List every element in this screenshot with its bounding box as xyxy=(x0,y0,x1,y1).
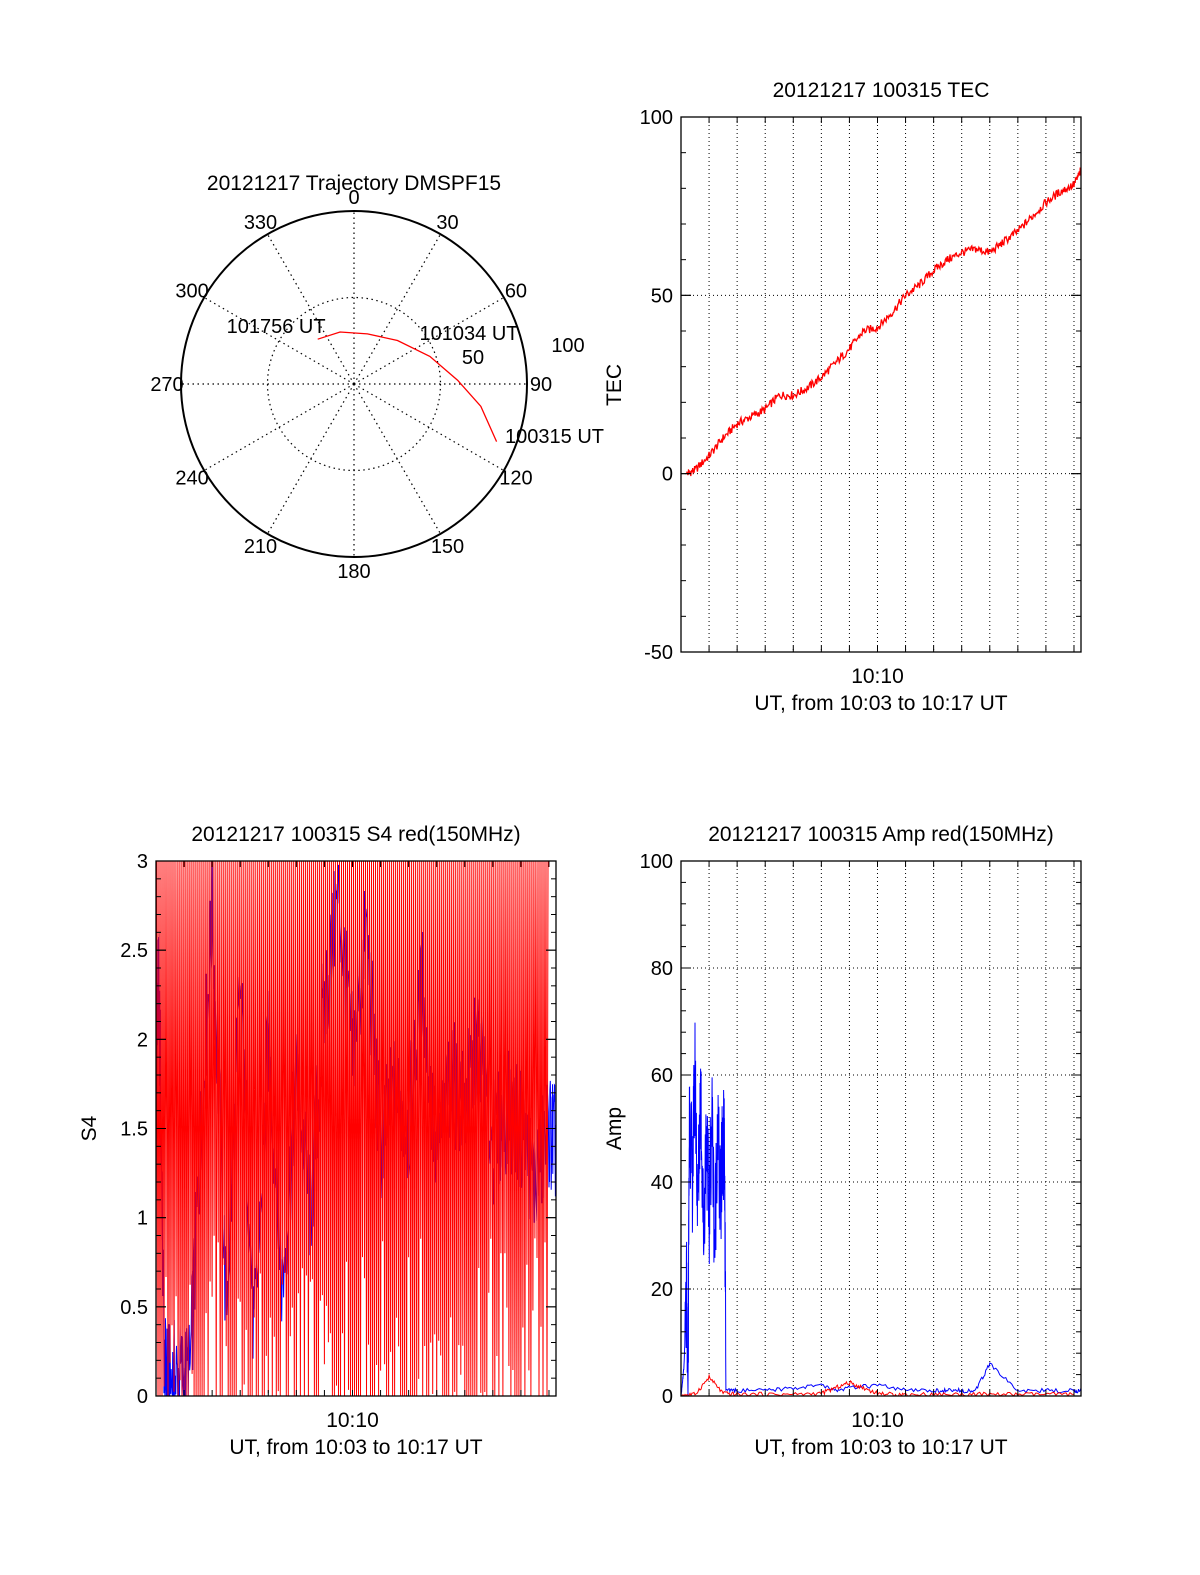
polar-angle-label: 180 xyxy=(337,561,370,583)
y-tick-label: 20 xyxy=(651,1279,673,1301)
x-tick-label: 10:10 xyxy=(326,1409,379,1432)
y-axis-label: S4 xyxy=(78,1115,101,1141)
polar-spoke xyxy=(266,383,355,535)
series-line-1 xyxy=(156,861,549,1396)
plot-frame xyxy=(680,116,1082,653)
polar-radial-label: 100 xyxy=(551,335,584,357)
polar-angle-label: 60 xyxy=(505,281,527,303)
polar-spoke xyxy=(203,383,355,472)
polar-outer-ring xyxy=(180,210,528,558)
polar-angle-label: 300 xyxy=(175,281,208,303)
chart-title: 20121217 100315 S4 red(150MHz) xyxy=(191,823,520,846)
chart-2: 0 0.5 1 1.5 2 2.5 3 10:10 20121217 100315 S4 red… xyxy=(78,823,557,1459)
x-axis-label: UT, from 10:03 to 10:17 UT xyxy=(754,692,1007,715)
chart-3: 0 20 40 60 80 100 10:10 20121217 100315 Amp red… xyxy=(603,823,1082,1459)
polar-angle-label: 270 xyxy=(150,374,183,396)
y-tick-label: 0 xyxy=(137,1386,148,1408)
polar-spoke xyxy=(353,233,442,385)
polar-spoke xyxy=(203,296,355,385)
polar-spoke xyxy=(266,233,355,385)
y-axis-label: Amp xyxy=(603,1107,626,1150)
polar-angle-label: 240 xyxy=(175,468,208,490)
y-tick-label: 2 xyxy=(137,1029,148,1051)
y-tick-label: 0.5 xyxy=(120,1297,148,1319)
polar-angle-label: 150 xyxy=(431,536,464,558)
chart-title: 20121217 100315 Amp red(150MHz) xyxy=(708,823,1054,846)
y-tick-label: 1.5 xyxy=(120,1119,148,1141)
polar-angle-label: 120 xyxy=(499,468,532,490)
plot-frame xyxy=(680,860,1082,1397)
polar-angle-label: 30 xyxy=(436,212,458,234)
polar-spoke xyxy=(353,383,442,535)
x-axis-label: UT, from 10:03 to 10:17 UT xyxy=(229,1436,482,1459)
x-tick-label: 10:10 xyxy=(851,1409,904,1432)
y-tick-label: -50 xyxy=(644,642,673,664)
y-tick-label: 50 xyxy=(651,285,673,307)
series-group xyxy=(156,861,556,1396)
series-line-0 xyxy=(685,167,1081,477)
y-axis-label: TEC xyxy=(603,364,626,406)
y-tick-label: 0 xyxy=(662,1386,673,1408)
series-group xyxy=(681,1022,1081,1396)
y-tick-label: 100 xyxy=(640,107,673,129)
polar-angle-label: 90 xyxy=(530,374,552,396)
series-line-1 xyxy=(681,1373,1075,1396)
trajectory-time-label: 100315 UT xyxy=(505,426,604,448)
x-tick-label: 10:10 xyxy=(851,665,904,688)
series-group xyxy=(685,167,1081,477)
chart-1: -50 0 50 100 10:10 20121217 100315 TEC UT, fro… xyxy=(603,79,1082,715)
x-axis-label: UT, from 10:03 to 10:17 UT xyxy=(754,1436,1007,1459)
y-tick-label: 100 xyxy=(640,851,673,873)
series-line-0 xyxy=(681,1022,1081,1396)
y-tick-label: 40 xyxy=(651,1172,673,1194)
polar-spoke xyxy=(353,296,505,385)
y-tick-label: 80 xyxy=(651,958,673,980)
trajectory-time-label: 101034 UT xyxy=(420,323,519,345)
trajectory-time-label: 101756 UT xyxy=(227,316,326,338)
polar-spoke xyxy=(353,383,505,472)
y-tick-label: 2.5 xyxy=(120,940,148,962)
polar-angle-label: 210 xyxy=(244,536,277,558)
chart-title: 20121217 100315 TEC xyxy=(773,79,990,102)
polar-angle-label: 0 xyxy=(348,187,359,209)
polar-title: 20121217 Trajectory DMSPF15 xyxy=(207,172,501,195)
y-tick-label: 3 xyxy=(137,851,148,873)
y-tick-label: 1 xyxy=(137,1208,148,1230)
y-tick-label: 60 xyxy=(651,1065,673,1087)
trajectory-line xyxy=(317,331,498,442)
y-tick-label: 0 xyxy=(662,464,673,486)
polar-angle-label: 330 xyxy=(244,212,277,234)
polar-radial-label: 50 xyxy=(462,347,484,369)
